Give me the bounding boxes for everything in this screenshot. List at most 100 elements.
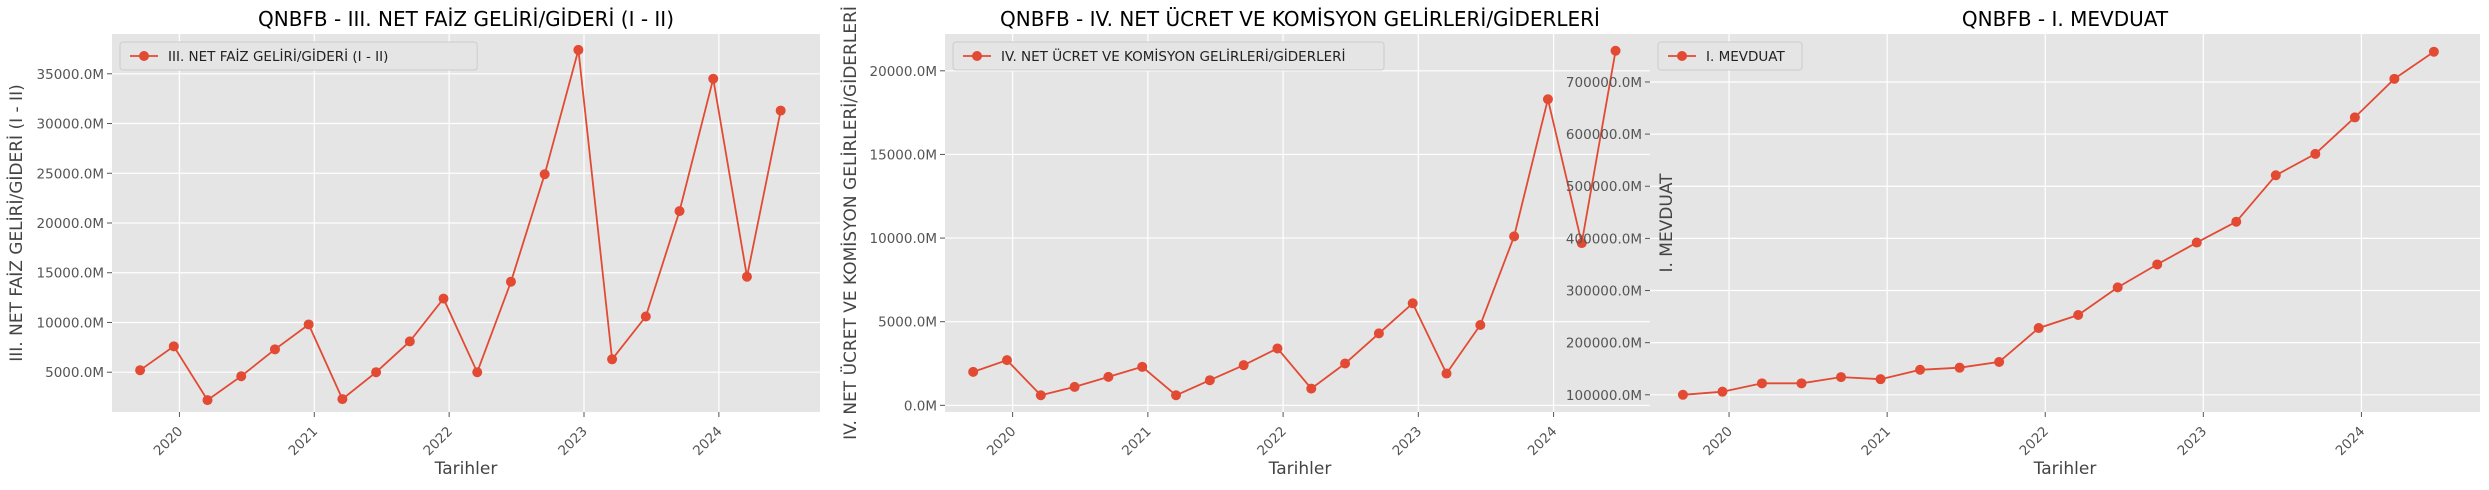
legend-marker [972, 51, 982, 61]
chart-title: QNBFB - III. NET FAİZ GELİRİ/GİDERİ (I -… [258, 7, 674, 31]
data-point [1756, 378, 1767, 389]
x-tick-label: 2024 [2333, 424, 2369, 460]
legend-box [119, 41, 478, 71]
data-point [2033, 323, 2044, 334]
data-point [2112, 282, 2123, 293]
x-tick-label: 2024 [690, 424, 726, 460]
data-point [1542, 94, 1553, 105]
data-point [1171, 390, 1182, 401]
x-tick-label: 2023 [2175, 424, 2211, 460]
y-tick-label: 600000.0M [1566, 127, 1642, 143]
plot-area [1650, 34, 2480, 412]
legend-marker [139, 51, 149, 61]
data-point [269, 344, 280, 355]
y-axis-label: III. NET FAİZ GELİRİ/GİDERİ (I - II) [6, 84, 27, 361]
y-tick-label: 400000.0M [1566, 231, 1642, 247]
data-point [2428, 46, 2439, 57]
data-point [404, 336, 415, 347]
series-line [972, 50, 1617, 397]
data-point [2191, 237, 2202, 248]
x-tick-label: 2020 [1700, 424, 1736, 460]
data-point [1001, 355, 1012, 366]
data-point [1509, 231, 1520, 242]
data-point [505, 276, 516, 287]
data-point [1204, 375, 1215, 386]
data-point [2152, 259, 2163, 270]
legend-label: I. MEVDUAT [1706, 49, 1785, 65]
chart-2: 0.0M 5000.0M 10000.0M 15000.0M 20000.0M 2020 2… [839, 6, 1655, 479]
data-point [2310, 148, 2321, 159]
chart-3: 100000.0M 200000.0M 300000.0M 400000.0M 5000… [1566, 7, 2480, 479]
data-point [1610, 45, 1621, 56]
y-tick-label: 35000.0M [37, 67, 104, 83]
legend-label: III. NET FAİZ GELİRİ/GİDERİ (I - II) [168, 47, 388, 65]
y-tick-label: 5000.0M [878, 315, 937, 331]
data-point [1103, 371, 1114, 382]
y-tick-label: 700000.0M [1566, 75, 1642, 91]
chart-title: QNBFB - I. MEVDUAT [1962, 7, 2169, 31]
data-point [1875, 374, 1886, 385]
data-point [775, 105, 786, 116]
series-line [1682, 50, 2435, 396]
x-tick-label: 2020 [984, 424, 1020, 460]
data-point [202, 395, 213, 406]
data-point [2231, 216, 2242, 227]
x-tick-label: 2022 [420, 424, 456, 460]
data-point [236, 371, 247, 382]
data-point [573, 44, 584, 55]
data-point [708, 73, 719, 84]
data-point [303, 319, 314, 330]
plot-area [945, 34, 1655, 412]
data-point [1475, 320, 1486, 331]
data-point [640, 311, 651, 322]
data-point [2389, 73, 2400, 84]
data-point [2270, 170, 2281, 181]
x-tick-label: 2020 [151, 424, 187, 460]
chart-title: QNBFB - IV. NET ÜCRET VE KOMİSYON GELİRL… [1000, 7, 1600, 31]
data-point [1272, 343, 1283, 354]
x-tick-label: 2022 [1254, 424, 1290, 460]
data-point [1677, 389, 1688, 400]
y-tick-label: 200000.0M [1566, 336, 1642, 352]
x-tick-label: 2023 [555, 424, 591, 460]
legend-label: IV. NET ÜCRET VE KOMİSYON GELİRLERİ/GİDE… [1001, 47, 1346, 65]
data-point [968, 366, 979, 377]
data-point [472, 367, 483, 378]
chart-1: 5000.0M 10000.0M 15000.0M 20000.0M 25000.0M 3… [6, 7, 820, 479]
y-tick-label: 0.0M [904, 398, 937, 414]
data-point [1035, 390, 1046, 401]
data-point [2349, 112, 2360, 123]
y-tick-label: 100000.0M [1566, 388, 1642, 404]
y-tick-label: 15000.0M [870, 147, 937, 163]
data-point [607, 354, 618, 365]
data-point [674, 206, 685, 217]
x-tick-label: 2023 [1390, 424, 1426, 460]
x-tick-label: 2024 [1525, 424, 1561, 460]
data-point [1441, 368, 1452, 379]
y-tick-label: 30000.0M [37, 117, 104, 133]
data-point [1994, 356, 2005, 367]
data-point [1717, 386, 1728, 397]
y-tick-label: 15000.0M [37, 266, 104, 282]
data-point [1373, 328, 1384, 339]
data-point [1576, 238, 1587, 249]
y-axis-label: I. MEVDUAT [1657, 173, 1677, 273]
legend-marker [1677, 51, 1687, 61]
y-tick-label: 5000.0M [45, 365, 104, 381]
data-point [1069, 381, 1080, 392]
data-point [1915, 364, 1926, 375]
data-point [741, 271, 752, 282]
x-axis-label: Tarihler [2033, 459, 2097, 479]
data-point [539, 169, 550, 180]
data-point [438, 293, 449, 304]
x-axis-label: Tarihler [1268, 459, 1332, 479]
legend-box [1657, 41, 1803, 71]
data-point [1954, 362, 1965, 373]
x-tick-label: 2021 [1119, 424, 1155, 460]
y-tick-label: 25000.0M [37, 166, 104, 182]
y-tick-label: 300000.0M [1566, 284, 1642, 300]
data-point [371, 367, 382, 378]
data-point [337, 394, 348, 405]
